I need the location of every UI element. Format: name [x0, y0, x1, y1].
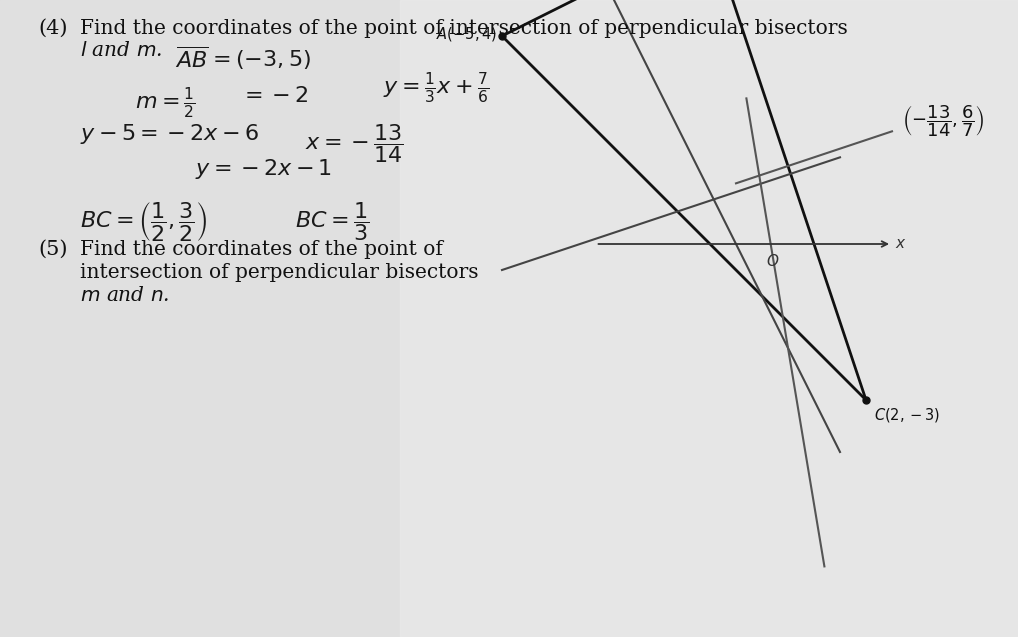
Text: $y - 5 = -2x - 6$: $y - 5 = -2x - 6$: [80, 122, 260, 146]
Bar: [400, 0, 1018, 637]
Text: (4): (4): [38, 19, 67, 38]
Text: $y = \frac{1}{3}x+\frac{7}{6}$: $y = \frac{1}{3}x+\frac{7}{6}$: [383, 70, 489, 105]
Text: $A(-5, 4)$: $A(-5, 4)$: [436, 25, 497, 43]
Text: $= -2$: $= -2$: [240, 85, 308, 107]
Text: $= (-3, 5)$: $= (-3, 5)$: [208, 48, 312, 71]
Text: intersection of perpendicular bisectors: intersection of perpendicular bisectors: [80, 263, 478, 282]
Text: Find the coordinates of the point of: Find the coordinates of the point of: [80, 240, 443, 259]
Text: Find the coordinates of the point of intersection of perpendicular bisectors: Find the coordinates of the point of int…: [80, 19, 848, 38]
Text: $\overline{AB}$: $\overline{AB}$: [175, 48, 209, 73]
Text: $O$: $O$: [766, 254, 779, 269]
Text: $\left(-\dfrac{13}{14}, \dfrac{6}{7}\right)$: $\left(-\dfrac{13}{14}, \dfrac{6}{7}\rig…: [902, 104, 985, 140]
Text: $m$ and $n$.: $m$ and $n$.: [80, 286, 170, 305]
Text: $BC = \dfrac{1}{3}$: $BC = \dfrac{1}{3}$: [295, 200, 370, 243]
Text: $C(2, -3)$: $C(2, -3)$: [874, 406, 941, 424]
Text: $y = -2x - 1$: $y = -2x - 1$: [195, 157, 332, 181]
Text: (5): (5): [38, 240, 67, 259]
Text: $BC = \left(\dfrac{1}{2}, \dfrac{3}{2}\right)$: $BC = \left(\dfrac{1}{2}, \dfrac{3}{2}\r…: [80, 200, 208, 243]
Text: $m = \frac{1}{2}$: $m = \frac{1}{2}$: [135, 85, 195, 120]
Text: $x$: $x$: [895, 236, 906, 252]
Text: $x = -\dfrac{13}{14}$: $x = -\dfrac{13}{14}$: [305, 122, 404, 165]
Text: $l$ and $m$.: $l$ and $m$.: [80, 41, 163, 60]
